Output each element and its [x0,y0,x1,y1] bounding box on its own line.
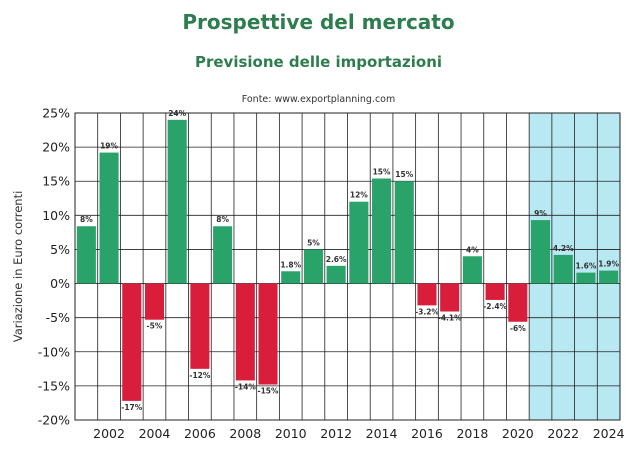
bar [122,283,142,401]
chart-title: Prospettive del mercato [182,10,455,34]
y-tick-label: -20% [38,413,70,428]
bar [213,226,233,284]
bar [99,152,119,284]
bar-value-label: 8% [80,215,93,224]
y-tick-label: 20% [42,140,70,155]
bar [576,272,596,284]
chart-subtitle: Previsione delle importazioni [194,53,443,71]
x-tick-label: 2024 [593,426,625,441]
bar [394,181,414,284]
bar-value-label: -12% [189,371,211,380]
bar-value-label: 15% [373,167,391,176]
bar-value-label: 4.2% [553,244,574,253]
x-tick-label: 2022 [547,426,579,441]
y-tick-label: 5% [50,242,70,257]
x-tick-label: 2002 [93,426,125,441]
y-tick-label: 10% [42,208,70,223]
bar-value-label: 12% [350,191,368,200]
x-tick-label: 2008 [229,426,261,441]
x-tick-label: 2020 [502,426,534,441]
bar-value-label: -14% [235,382,257,391]
bar-value-label: 1.6% [576,262,597,271]
bar [462,256,482,284]
y-tick-label: -15% [38,378,70,393]
bar [599,270,619,284]
bar-value-label: -5% [147,322,163,331]
bar-value-label: 4% [466,245,479,254]
bar-value-label: 2.6% [326,255,347,264]
chart-source: Fonte: www.exportplanning.com [241,94,396,105]
bar [258,283,278,385]
bar [235,283,255,381]
y-axis-label: Variazione in Euro correnti [11,191,25,343]
bar [417,283,437,306]
bar [190,283,210,369]
bar [440,283,460,312]
bar-value-label: 8% [216,215,229,224]
bar [553,254,573,284]
bar [372,178,392,284]
bar [349,201,369,284]
y-tick-label: 25% [42,106,70,121]
bar-value-label: -15% [257,387,279,396]
bar [326,265,346,284]
bar [281,271,301,284]
bar [144,283,165,320]
bar-value-label: 15% [395,170,413,179]
bar [508,283,528,322]
x-tick-label: 2016 [411,426,443,441]
plot-frame [74,112,621,421]
bar-value-label: -6% [510,324,526,333]
x-tick-label: 2004 [139,426,171,441]
bar-value-label: 9% [534,209,547,218]
bar-value-label: 19% [100,142,118,151]
x-tick-label: 2012 [320,426,352,441]
x-tick-label: 2006 [184,426,216,441]
x-tick-label: 2014 [366,426,398,441]
bar [303,249,323,284]
bar-value-label: -3.2% [415,307,439,316]
x-tick-label: 2010 [275,426,307,441]
bar-value-label: -4.1% [438,314,462,323]
bar [76,226,96,284]
y-tick-label: 0% [50,276,70,291]
x-tick-label: 2018 [456,426,488,441]
bar-value-label: 1.9% [598,260,619,269]
bar [485,283,505,300]
bar [167,119,187,284]
bar-value-label: -17% [121,403,143,412]
bar-value-label: 5% [307,238,320,247]
bar [530,220,551,284]
y-tick-label: 15% [42,174,70,189]
y-tick-label: -10% [38,344,70,359]
bar-value-label: -2.4% [483,302,507,311]
bar-value-label: 1.8% [280,260,301,269]
y-tick-label: -5% [46,310,70,325]
